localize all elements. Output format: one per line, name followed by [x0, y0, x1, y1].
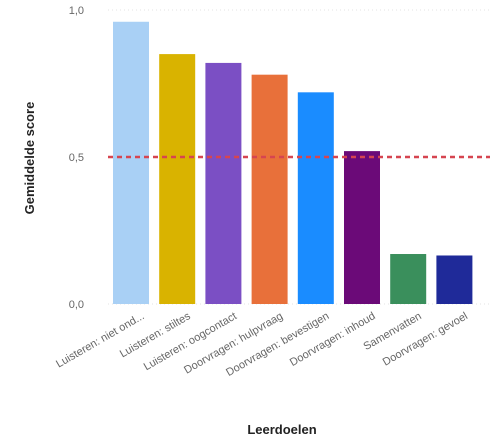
- bar: [344, 151, 380, 304]
- bar: [390, 254, 427, 304]
- x-category-label: Doorvragen: gevoel: [381, 310, 470, 368]
- bar: [251, 74, 288, 305]
- y-tick-label: 1,0: [69, 5, 84, 17]
- x-category-label: Doorvragen: inhoud: [288, 310, 378, 369]
- bar: [205, 62, 242, 304]
- bar: [159, 54, 196, 304]
- bar: [436, 255, 473, 304]
- y-tick-label: 0,5: [69, 152, 84, 164]
- x-category-labels: Luisteren: niet ond...Luisteren: stiltes…: [54, 310, 470, 379]
- bar: [113, 21, 149, 304]
- y-tick-labels: 0,0 0,5 1,0: [69, 5, 84, 311]
- bars-layer: [113, 21, 473, 305]
- bar: [297, 92, 334, 304]
- y-axis-title: Gemiddelde score: [22, 102, 37, 215]
- y-tick-label: 0,0: [69, 299, 84, 311]
- x-axis-title: Leerdoelen: [247, 422, 316, 437]
